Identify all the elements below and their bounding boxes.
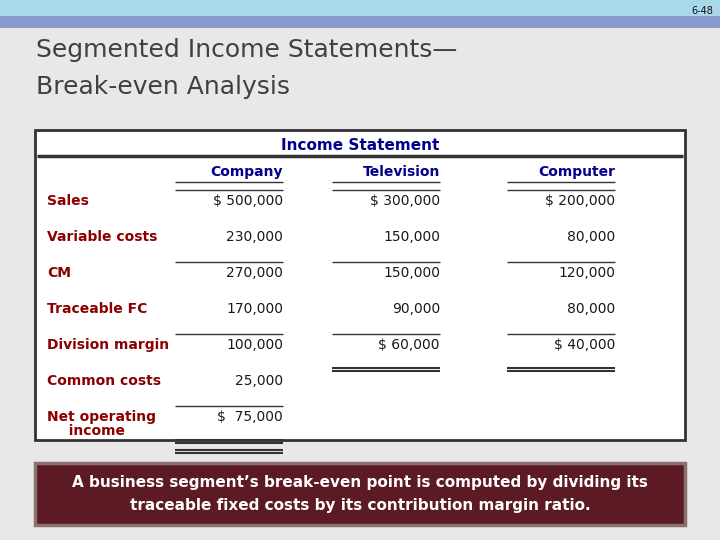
FancyBboxPatch shape bbox=[35, 130, 685, 440]
Text: $ 60,000: $ 60,000 bbox=[379, 338, 440, 352]
Text: Break-even Analysis: Break-even Analysis bbox=[36, 75, 290, 99]
Text: income: income bbox=[59, 424, 125, 438]
Text: Traceable FC: Traceable FC bbox=[47, 302, 148, 316]
Text: 6-48: 6-48 bbox=[691, 6, 713, 16]
Text: Sales: Sales bbox=[47, 194, 89, 208]
Text: Income Statement: Income Statement bbox=[281, 138, 439, 153]
FancyBboxPatch shape bbox=[0, 16, 720, 28]
Text: 80,000: 80,000 bbox=[567, 230, 615, 244]
Text: $ 500,000: $ 500,000 bbox=[213, 194, 283, 208]
Text: 90,000: 90,000 bbox=[392, 302, 440, 316]
Text: 100,000: 100,000 bbox=[226, 338, 283, 352]
FancyBboxPatch shape bbox=[0, 0, 720, 16]
Text: CM: CM bbox=[47, 266, 71, 280]
Text: Television: Television bbox=[363, 165, 440, 179]
Text: Segmented Income Statements—: Segmented Income Statements— bbox=[36, 38, 457, 62]
Text: 25,000: 25,000 bbox=[235, 374, 283, 388]
FancyBboxPatch shape bbox=[35, 463, 685, 525]
Text: 150,000: 150,000 bbox=[383, 266, 440, 280]
Text: 150,000: 150,000 bbox=[383, 230, 440, 244]
Text: 120,000: 120,000 bbox=[558, 266, 615, 280]
Text: Division margin: Division margin bbox=[47, 338, 169, 352]
Text: Company: Company bbox=[210, 165, 283, 179]
Text: $ 300,000: $ 300,000 bbox=[370, 194, 440, 208]
Text: $ 200,000: $ 200,000 bbox=[545, 194, 615, 208]
Text: $ 40,000: $ 40,000 bbox=[554, 338, 615, 352]
Text: Computer: Computer bbox=[538, 165, 615, 179]
Text: 170,000: 170,000 bbox=[226, 302, 283, 316]
Text: 80,000: 80,000 bbox=[567, 302, 615, 316]
Text: Net operating: Net operating bbox=[47, 410, 156, 424]
Text: A business segment’s break-even point is computed by dividing its
traceable fixe: A business segment’s break-even point is… bbox=[72, 475, 648, 512]
Text: 270,000: 270,000 bbox=[226, 266, 283, 280]
Text: 230,000: 230,000 bbox=[226, 230, 283, 244]
Text: Common costs: Common costs bbox=[47, 374, 161, 388]
Text: $  75,000: $ 75,000 bbox=[217, 410, 283, 424]
Text: Variable costs: Variable costs bbox=[47, 230, 158, 244]
